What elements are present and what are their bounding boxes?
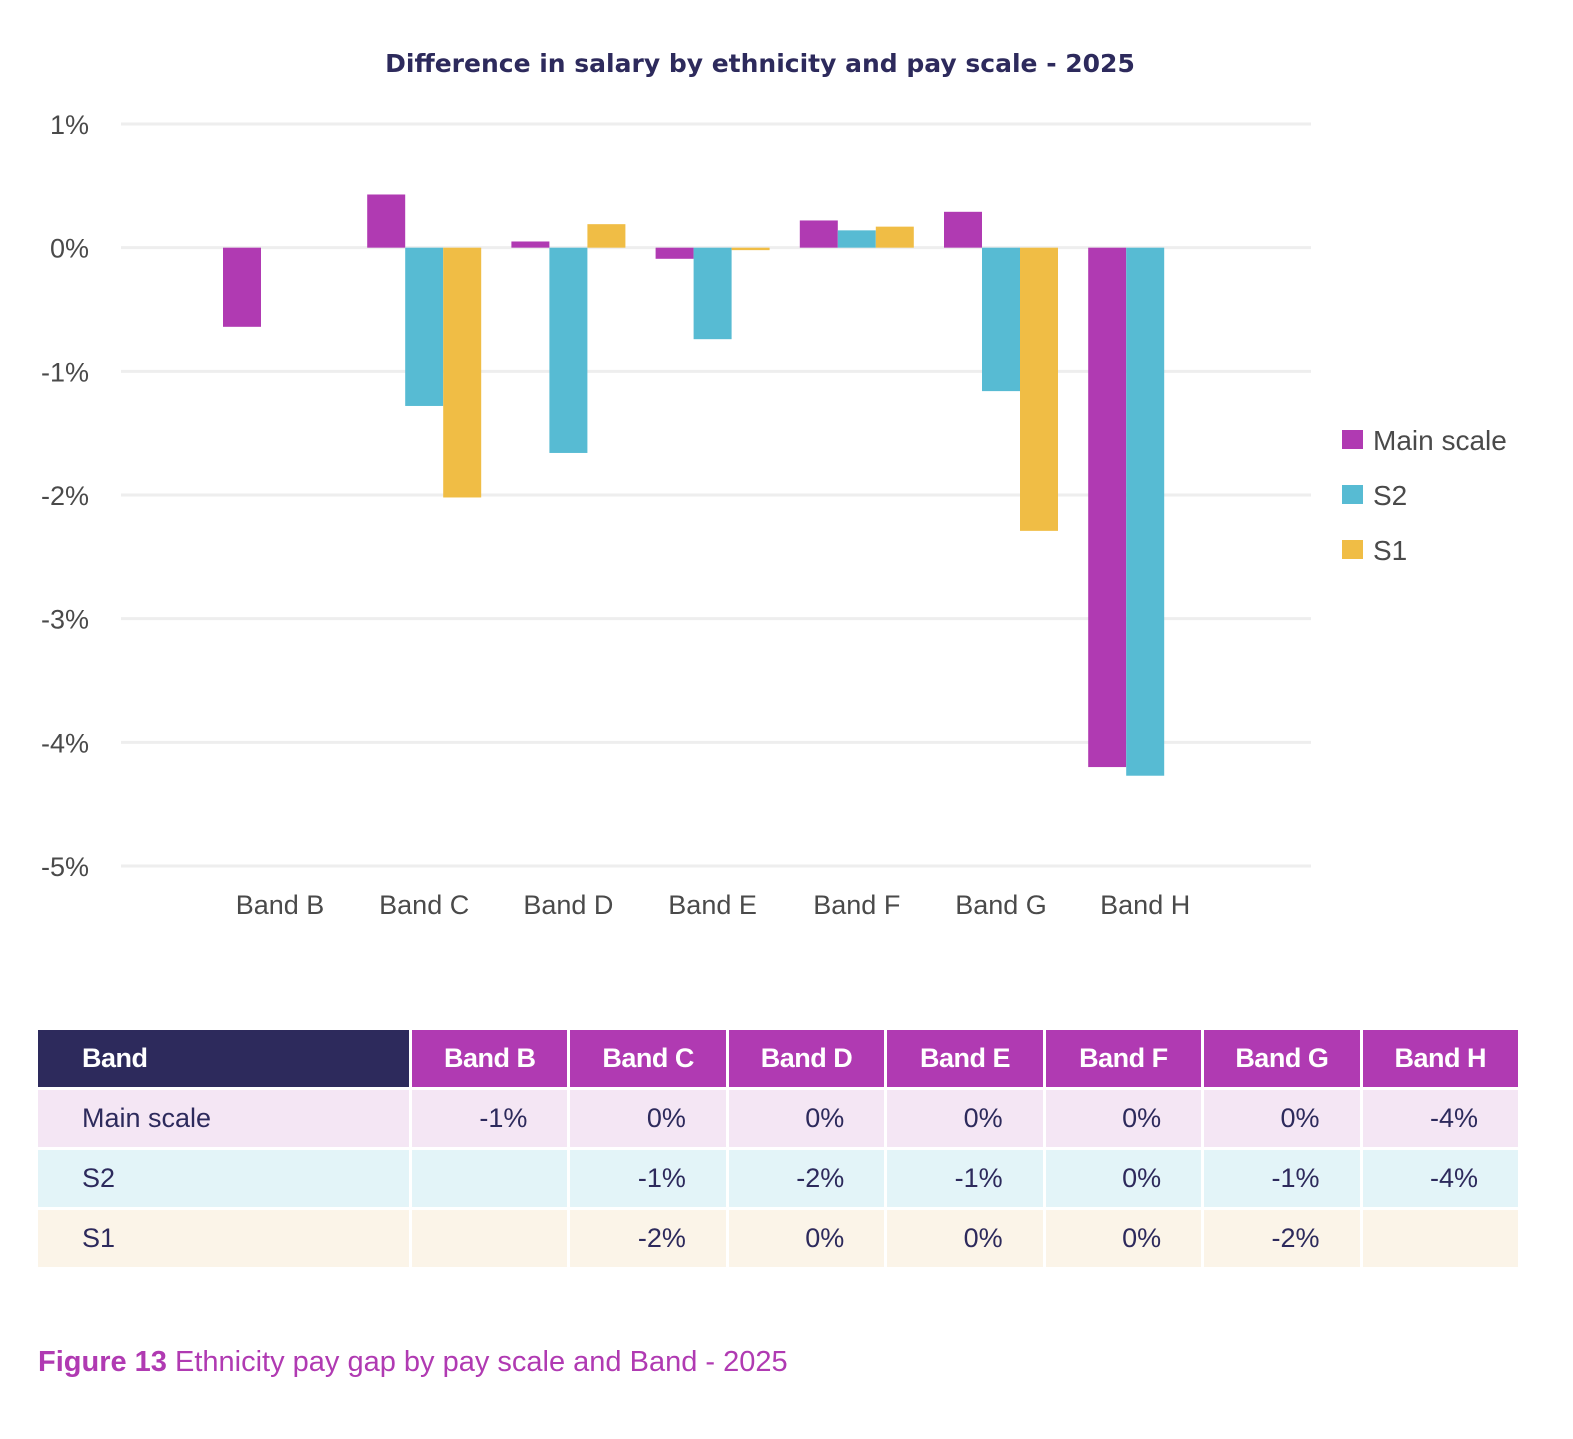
x-tick-label: Band H xyxy=(1100,890,1190,920)
table-cell: -4% xyxy=(1362,1150,1518,1207)
bar-s2-band-g xyxy=(982,247,1020,392)
y-tick-label: -4% xyxy=(41,728,89,758)
table-cell: 0% xyxy=(1045,1090,1202,1147)
x-tick-label: Band D xyxy=(523,890,613,920)
bar-main-scale-band-e xyxy=(655,247,694,259)
legend-label: S1 xyxy=(1373,535,1407,566)
x-tick-label: Band B xyxy=(236,890,325,920)
legend-swatch xyxy=(1342,485,1363,504)
table-cell: -1% xyxy=(887,1150,1043,1207)
bar-s2-band-f xyxy=(837,230,876,248)
y-tick-label: 0% xyxy=(50,234,89,264)
table-row-s2: S2 -1% -2% -1% 0% -1% -4% xyxy=(38,1150,1518,1207)
bar-s1-band-c xyxy=(443,247,482,498)
chart-title: Difference in salary by ethnicity and pa… xyxy=(385,49,1135,78)
table-cell: 0% xyxy=(1045,1210,1202,1267)
legend: Main scale S2 S1 xyxy=(1342,425,1507,566)
table-cell: -1% xyxy=(1204,1150,1360,1207)
table-cell: -2% xyxy=(570,1210,726,1267)
legend-item: S1 xyxy=(1342,535,1407,566)
table-cell: -2% xyxy=(1204,1210,1360,1267)
x-tick-label: Band F xyxy=(813,890,900,920)
legend-item: S2 xyxy=(1342,480,1407,511)
table-row-s1: S1 -2% 0% 0% 0% -2% xyxy=(38,1210,1518,1267)
figure-caption: Figure 13 Ethnicity pay gap by pay scale… xyxy=(38,1346,788,1379)
data-table: Band Band B Band C Band D Band E Band F … xyxy=(35,1027,1521,1270)
row-label: S2 xyxy=(38,1150,409,1207)
row-label: Main scale xyxy=(38,1090,409,1147)
bar-main-scale-band-c xyxy=(367,194,406,248)
row-label: S1 xyxy=(38,1210,409,1267)
table-cell: 0% xyxy=(1204,1090,1360,1147)
bar-s1-band-e xyxy=(731,247,770,251)
bar-main-scale-band-d xyxy=(511,241,550,248)
legend-item: Main scale xyxy=(1342,425,1507,456)
table-cell: 0% xyxy=(887,1090,1043,1147)
bar-main-scale-band-g xyxy=(944,211,982,248)
x-axis-ticks: Band B Band C Band D Band E Band F Band G Band… xyxy=(236,890,1191,920)
bar-s1-band-g xyxy=(1020,247,1058,531)
table-header-cell: Band B xyxy=(412,1030,568,1087)
bar-main-scale-band-b xyxy=(223,247,261,327)
table-cell xyxy=(412,1210,568,1267)
table-cell: -1% xyxy=(570,1150,726,1207)
caption-text: Ethnicity pay gap by pay scale and Band … xyxy=(166,1346,788,1378)
legend-label: S2 xyxy=(1373,480,1407,511)
y-tick-label: 1% xyxy=(50,110,89,140)
table-header-cell: Band G xyxy=(1204,1030,1360,1087)
table-cell: 0% xyxy=(1045,1150,1202,1207)
figure-number: Figure 13 xyxy=(38,1346,167,1378)
bars xyxy=(223,194,1165,776)
table-header-band: Band xyxy=(38,1030,409,1087)
table-cell: -1% xyxy=(412,1090,568,1147)
y-tick-label: -1% xyxy=(41,357,89,387)
table-cell: 0% xyxy=(728,1210,885,1267)
table-header-cell: Band D xyxy=(728,1030,885,1087)
table-cell: -4% xyxy=(1362,1090,1518,1147)
table-header-cell: Band E xyxy=(887,1030,1043,1087)
bar-s2-band-e xyxy=(693,247,732,340)
table-cell: 0% xyxy=(570,1090,726,1147)
bar-s1-band-f xyxy=(875,226,914,248)
y-tick-label: -2% xyxy=(41,481,89,511)
table-cell xyxy=(1362,1210,1518,1267)
legend-label: Main scale xyxy=(1373,425,1507,456)
table-header-cell: Band F xyxy=(1045,1030,1202,1087)
legend-swatch xyxy=(1342,540,1363,559)
bar-main-scale-band-h xyxy=(1088,247,1127,768)
legend-swatch xyxy=(1342,430,1363,449)
x-tick-label: Band G xyxy=(955,890,1047,920)
bar-s1-band-d xyxy=(587,224,626,248)
bar-chart: Difference in salary by ethnicity and pa… xyxy=(41,49,1507,920)
x-tick-label: Band C xyxy=(379,890,469,920)
table-row-main-scale: Main scale -1% 0% 0% 0% 0% 0% -4% xyxy=(38,1090,1518,1147)
y-axis-ticks: 1% 0% -1% -2% -3% -4% -5% xyxy=(41,110,89,882)
bar-s2-band-c xyxy=(405,247,444,406)
x-tick-label: Band E xyxy=(668,890,757,920)
gridlines xyxy=(121,122,1311,868)
bar-main-scale-band-f xyxy=(799,220,838,248)
table-header-row: Band Band B Band C Band D Band E Band F … xyxy=(38,1030,1518,1087)
table-cell: -2% xyxy=(728,1150,885,1207)
bar-s2-band-d xyxy=(549,247,588,453)
table-header-cell: Band C xyxy=(570,1030,726,1087)
table-cell: 0% xyxy=(887,1210,1043,1267)
table-cell: 0% xyxy=(728,1090,885,1147)
y-tick-label: -3% xyxy=(41,605,89,635)
y-tick-label: -5% xyxy=(41,852,89,882)
bar-s2-band-h xyxy=(1126,247,1165,776)
table-header-cell: Band H xyxy=(1362,1030,1518,1087)
table-cell xyxy=(412,1150,568,1207)
